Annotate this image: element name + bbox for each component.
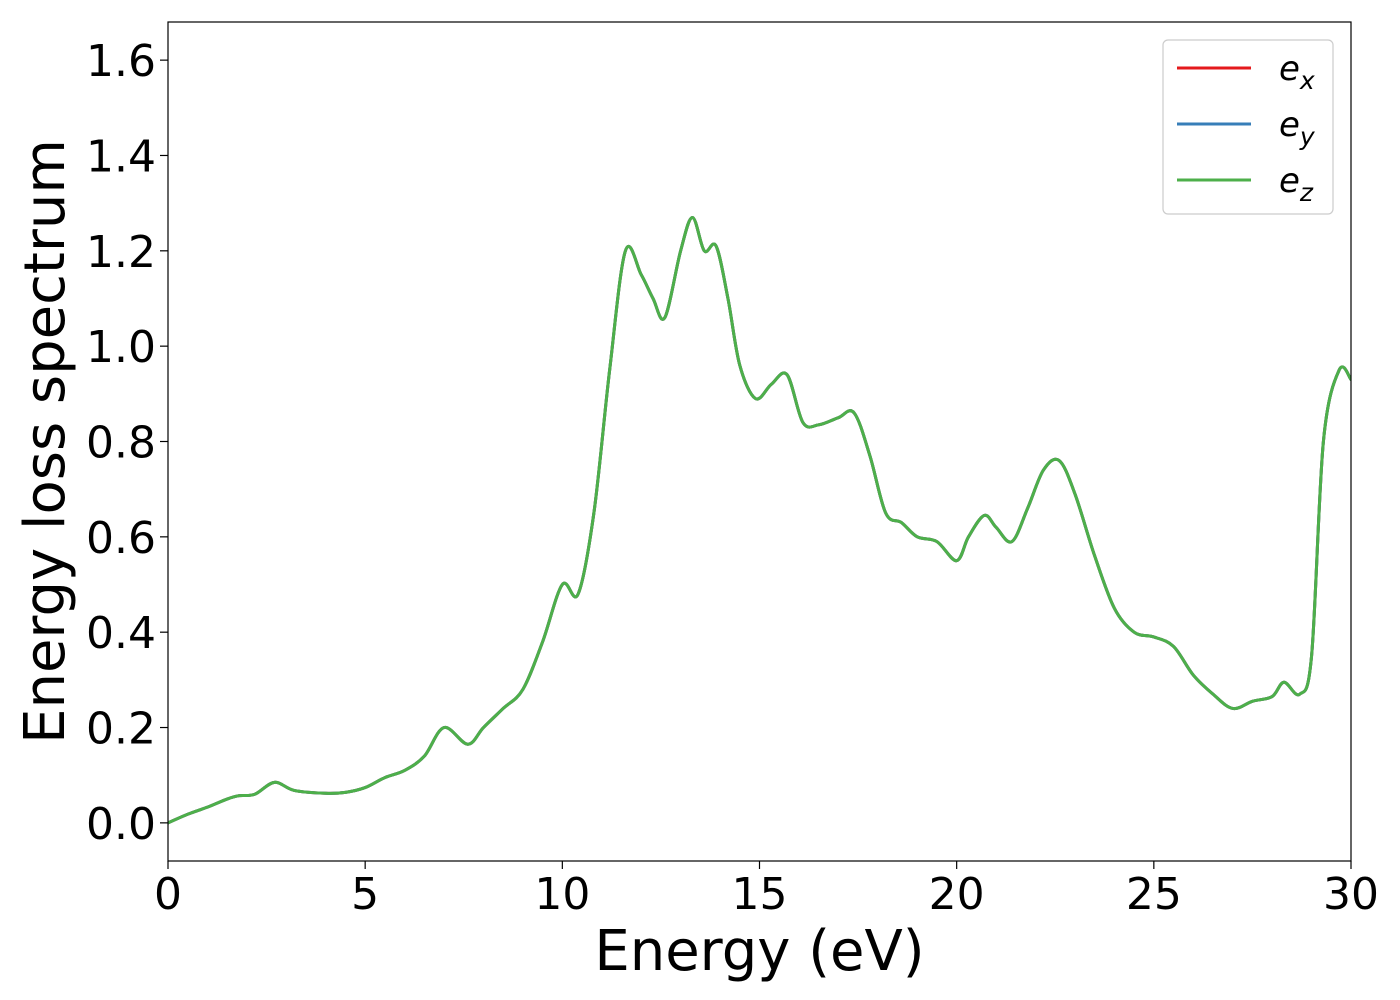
legend-label-base: e xyxy=(1279,161,1300,201)
legend-label: ex xyxy=(1279,49,1315,95)
legend-label-base: e xyxy=(1279,49,1300,89)
y-axis-title: Energy loss spectrum xyxy=(13,139,78,744)
series-line-ey xyxy=(168,215,1351,825)
x-tick-label: 5 xyxy=(351,869,379,920)
x-tick-label: 30 xyxy=(1323,869,1379,920)
series-line-ex xyxy=(168,215,1351,825)
series-line-ez xyxy=(168,215,1351,825)
x-tick-label: 10 xyxy=(534,869,590,920)
legend-label: ey xyxy=(1279,105,1316,151)
x-axis-title: Energy (eV) xyxy=(594,919,924,984)
y-tick-label: 1.2 xyxy=(86,227,156,278)
legend-box xyxy=(1162,39,1334,215)
x-axis: 0 5 10 15 20 25 30 xyxy=(154,861,1379,920)
x-tick-label: 0 xyxy=(154,869,182,920)
y-tick-label: 0.8 xyxy=(86,418,156,469)
x-tick-label: 25 xyxy=(1126,869,1182,920)
y-tick-label: 1.0 xyxy=(86,322,156,373)
x-tick-label: 20 xyxy=(929,869,985,920)
legend-item-ez: ez xyxy=(1177,161,1314,207)
y-tick-label: 0.6 xyxy=(86,513,156,564)
legend-label: ez xyxy=(1279,161,1314,207)
y-tick-label: 1.4 xyxy=(86,131,156,182)
x-tick-label: 15 xyxy=(732,869,788,920)
y-tick-label: 1.6 xyxy=(86,36,156,87)
legend-label-subscript: x xyxy=(1299,66,1315,95)
y-tick-label: 0.0 xyxy=(86,799,156,850)
legend-label-subscript: z xyxy=(1299,178,1314,207)
y-tick-label: 0.4 xyxy=(86,608,156,659)
y-axis: 0.0 0.2 0.4 0.6 0.8 1.0 1.2 1.4 1.6 xyxy=(86,36,168,850)
legend-label-base: e xyxy=(1279,105,1300,145)
series-layer xyxy=(168,215,1351,825)
legend-item-ex: ex xyxy=(1177,49,1315,95)
y-tick-label: 0.2 xyxy=(86,704,156,755)
legend-label-subscript: y xyxy=(1299,122,1316,151)
legend-item-ey: ey xyxy=(1177,105,1316,151)
